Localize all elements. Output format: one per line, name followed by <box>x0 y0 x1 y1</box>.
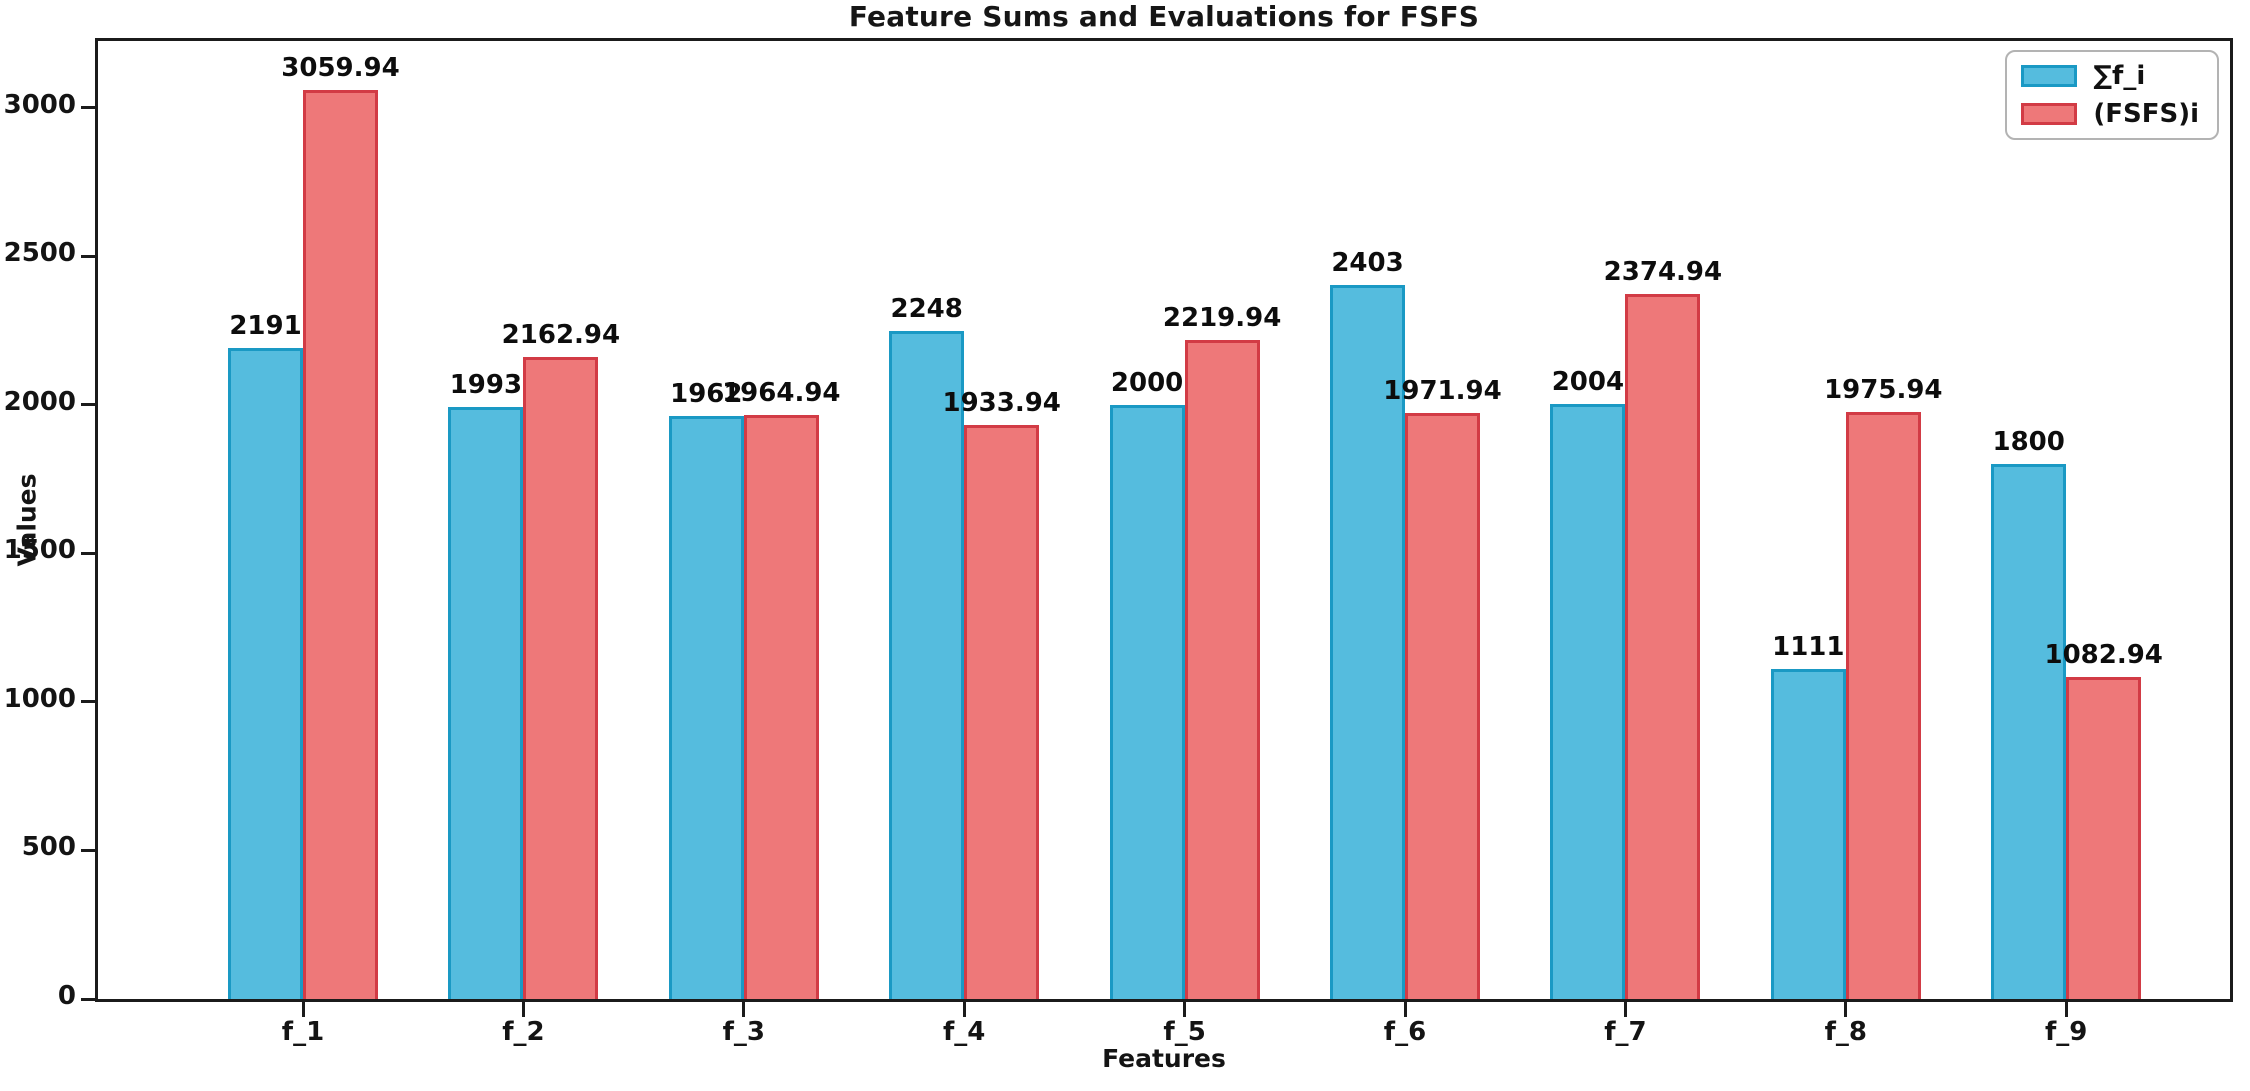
bar-value-label-sum-f_2: 1993 <box>449 369 523 400</box>
bar-value-label-sum-f_7: 2004 <box>1551 366 1625 397</box>
x-tick-mark <box>1403 1002 1407 1017</box>
bar-value-label-fsfs-f_3: 1964.94 <box>722 378 841 409</box>
bar-value-label-sum-f_9: 1800 <box>1992 427 2065 458</box>
x-tick-label-f_2: f_2 <box>502 1017 545 1047</box>
bar-value-label-fsfs-f_4: 1933.94 <box>942 387 1061 418</box>
y-tick-label: 3000 <box>3 89 76 120</box>
x-tick-mark <box>1844 1002 1848 1017</box>
bar-value-label-sum-f_8: 1111 <box>1772 631 1845 662</box>
legend-label-fsfs: (FSFS)i <box>2093 99 2199 129</box>
bar-sum-f_1 <box>228 348 303 999</box>
y-tick-mark <box>81 254 95 258</box>
y-tick-mark <box>81 848 95 852</box>
legend: ∑f_i (FSFS)i <box>2005 50 2219 140</box>
y-tick-label: 1000 <box>3 683 76 714</box>
x-tick-label-f_1: f_1 <box>281 1017 325 1047</box>
legend-entry-sum: ∑f_i <box>2021 61 2199 91</box>
y-tick-mark <box>81 106 95 110</box>
bar-sum-f_6 <box>1330 285 1405 999</box>
bar-fsfs-f_2 <box>523 356 599 999</box>
x-tick-mark <box>1183 1002 1187 1017</box>
x-tick-label-f_8: f_8 <box>1824 1017 1867 1047</box>
legend-swatch-fsfs <box>2021 103 2078 125</box>
y-tick-label: 500 <box>21 832 76 863</box>
x-tick-label-f_7: f_7 <box>1604 1017 1647 1047</box>
bar-sum-f_7 <box>1550 403 1626 999</box>
bar-value-label-fsfs-f_7: 2374.94 <box>1603 256 1723 287</box>
x-tick-mark <box>521 1002 525 1017</box>
y-tick-mark <box>81 700 95 704</box>
bar-sum-f_4 <box>889 331 965 999</box>
bar-sum-f_5 <box>1109 404 1185 999</box>
y-axis-label: Values <box>12 473 42 567</box>
bar-value-label-sum-f_1: 2191 <box>229 311 302 342</box>
bar-value-label-fsfs-f_2: 2162.94 <box>501 319 621 350</box>
bar-sum-f_8 <box>1770 668 1846 999</box>
y-tick-mark <box>81 997 95 1001</box>
y-tick-mark <box>81 551 95 555</box>
x-axis-label: Features <box>1102 1044 1226 1073</box>
bar-value-label-sum-f_5: 2000 <box>1110 367 1184 398</box>
legend-swatch-sum <box>2021 65 2078 87</box>
y-axis-tick-labels: 0 500 1000 1500 2000 2500 3000 <box>0 38 76 1011</box>
chart-title: Feature Sums and Evaluations for FSFS <box>848 0 1480 33</box>
bar-value-label-fsfs-f_6: 1971.94 <box>1383 376 1502 407</box>
bar-value-label-fsfs-f_5: 2219.94 <box>1162 302 1282 333</box>
plot-area: 2191 3059.94 f_1 1993 2162.94 f_2 1962 1964.94 f… <box>81 38 2233 1047</box>
bar-value-label-fsfs-f_8: 1975.94 <box>1824 375 1943 406</box>
bar-sum-f_3 <box>668 416 744 999</box>
bar-fsfs-f_1 <box>303 90 378 999</box>
bar-fsfs-f_6 <box>1405 413 1480 999</box>
bar-value-label-sum-f_6: 2403 <box>1331 248 1404 279</box>
y-tick-label: 2000 <box>3 386 76 417</box>
x-tick-mark <box>1623 1002 1627 1017</box>
y-tick-label: 0 <box>57 981 76 1011</box>
x-tick-mark <box>2064 1002 2068 1017</box>
plot-inner: 2191 3059.94 f_1 1993 2162.94 f_2 1962 1964.94 f… <box>81 41 2230 1047</box>
x-tick-mark <box>742 1002 746 1017</box>
bar-sum-f_9 <box>1991 464 2067 999</box>
x-tick-label-f_9: f_9 <box>2044 1017 2088 1047</box>
bar-value-label-fsfs-f_1: 3059.94 <box>281 53 400 84</box>
bar-fsfs-f_8 <box>1845 412 1921 999</box>
bar-value-label-sum-f_4: 2248 <box>890 294 963 325</box>
y-tick-mark <box>81 403 95 407</box>
bar-fsfs-f_3 <box>743 415 819 999</box>
legend-label-sum: ∑f_i <box>2093 61 2146 91</box>
bar-fsfs-f_5 <box>1184 339 1260 999</box>
y-tick-label: 2500 <box>3 238 76 269</box>
bar-fsfs-f_9 <box>2066 677 2142 999</box>
bar-value-label-fsfs-f_9: 1082.94 <box>2044 640 2163 671</box>
y-tick-label: 1500 <box>3 535 76 566</box>
x-tick-label-f_4: f_4 <box>942 1017 986 1047</box>
x-tick-label-f_3: f_3 <box>722 1017 765 1047</box>
bar-sum-f_2 <box>448 406 524 999</box>
bar-fsfs-f_7 <box>1625 293 1701 999</box>
bar-fsfs-f_4 <box>964 424 1040 999</box>
bar-value-label-sum-f_3: 1962 <box>670 379 743 410</box>
x-tick-mark <box>962 1002 966 1017</box>
x-tick-mark <box>301 1002 305 1017</box>
legend-entry-fsfs: (FSFS)i <box>2021 99 2199 129</box>
x-tick-label-f_5: f_5 <box>1163 1017 1206 1047</box>
x-tick-label-f_6: f_6 <box>1383 1017 1427 1047</box>
